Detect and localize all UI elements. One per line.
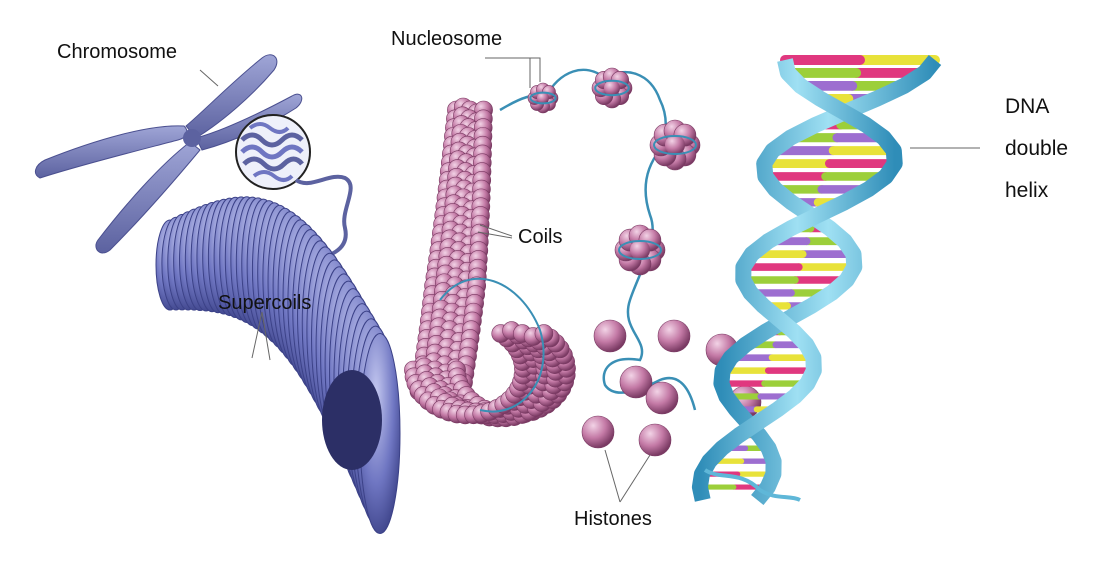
coil-dna-wrap: [439, 277, 545, 413]
label-leader-lines: [199, 57, 980, 503]
label-dna-line3: helix: [1005, 179, 1049, 202]
nucleosome-clusters: [527, 67, 701, 276]
label-nucleosome: Nucleosome: [391, 28, 503, 50]
label-supercoils: Supercoils: [218, 292, 312, 314]
nucleosome-core: [630, 240, 650, 260]
histone-sphere: [638, 423, 672, 457]
nucleosome-core: [665, 135, 685, 155]
coil-fiber: [404, 97, 576, 428]
label-histones: Histones: [574, 508, 652, 530]
label-chromosome: Chromosome: [57, 41, 178, 63]
chromosome-shape: [34, 54, 303, 254]
supercoil-tube: [155, 196, 401, 535]
magnified-chromatin-circle: [235, 114, 311, 190]
label-dna-line1: DNA: [1005, 95, 1050, 118]
nucleosome-core: [537, 92, 549, 104]
supercoil-opening: [322, 370, 382, 470]
dna-double-helix: [691, 54, 942, 506]
dna-tail: [703, 468, 801, 502]
histone-sphere: [657, 319, 691, 353]
histone-sphere: [619, 365, 653, 399]
label-dna-double-helix: DNA double helix: [1005, 86, 1068, 212]
coil-bead: [534, 324, 554, 343]
nucleosome-dna-wrap: [594, 79, 630, 97]
dna-backbone: [691, 58, 903, 502]
dna-linker-strand: [499, 68, 697, 411]
histone-sphere: [581, 415, 615, 449]
nucleosome-dna-wrap: [529, 91, 557, 105]
histone-sphere: [593, 319, 627, 353]
label-dna-line2: double: [1005, 137, 1069, 160]
histone-sphere: [645, 381, 679, 415]
nucleosome-dna-wrap: [653, 135, 697, 155]
label-coils: Coils: [518, 226, 563, 248]
nucleosome-core: [604, 80, 620, 96]
nucleosome-dna-wrap: [618, 240, 662, 260]
